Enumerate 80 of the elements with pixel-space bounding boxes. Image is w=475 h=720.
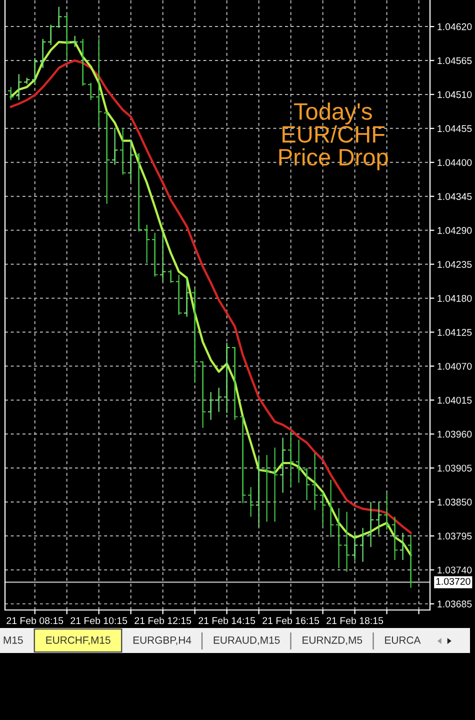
y-tick-label: 1.04455	[438, 125, 472, 132]
y-tick-label: 1.04400	[438, 159, 472, 166]
text: EURCHF,M15	[46, 636, 110, 646]
candlestick	[351, 532, 358, 561]
candlestick	[303, 467, 310, 501]
candlestick	[383, 492, 390, 530]
candlestick	[7, 86, 14, 101]
candlestick	[311, 452, 318, 511]
text: EURAUD,M15	[214, 636, 280, 646]
candlestick	[175, 274, 182, 316]
ref-line-label: 1.03720	[436, 578, 470, 585]
candlestick	[63, 14, 70, 60]
y-tick-label: 1.03960	[438, 430, 472, 438]
candlestick	[279, 437, 286, 494]
candlestick	[111, 127, 118, 166]
candlestick	[407, 534, 414, 588]
text: EURCA	[385, 636, 421, 644]
candlestick	[271, 447, 278, 522]
y-tick-label: 1.04620	[438, 23, 472, 30]
y-tick-label: 1.04180	[438, 294, 472, 302]
x-tick-label: 21 Feb 08:15	[6, 616, 64, 624]
candlestick	[55, 6, 62, 28]
text: EURNZD,M5	[302, 636, 362, 646]
candlestick	[167, 269, 174, 284]
candlestick	[199, 361, 206, 428]
candlestick	[119, 127, 126, 176]
candlestick	[327, 479, 334, 538]
candlestick	[239, 416, 246, 504]
candlestick	[47, 24, 54, 46]
x-tick-label: 21 Feb 12:15	[134, 616, 192, 624]
y-tick-label: 1.03795	[438, 532, 472, 540]
candlestick	[87, 82, 94, 101]
x-tick-label: 21 Feb 16:15	[262, 616, 320, 624]
candlestick	[31, 57, 38, 86]
y-tick-label: 1.03685	[438, 600, 472, 608]
y-tick-label: 1.04015	[438, 396, 472, 404]
x-tick-label: 21 Feb 10:15	[70, 616, 128, 624]
candlestick	[391, 516, 398, 561]
candlestick	[295, 439, 302, 484]
candlestick	[159, 232, 166, 282]
candlestick	[143, 224, 150, 264]
y-tick-label: 1.04125	[438, 328, 472, 336]
y-tick-label: 1.04510	[438, 91, 472, 98]
candlestick	[39, 38, 46, 68]
candlestick	[255, 456, 262, 528]
y-tick-label: 1.03905	[438, 464, 472, 472]
candlestick	[79, 38, 86, 86]
y-tick-label: 1.04565	[438, 57, 472, 64]
candlestick	[319, 492, 326, 528]
candlestick	[231, 346, 238, 420]
y-tick-label: 1.03850	[438, 498, 472, 506]
candlestick	[263, 454, 270, 522]
candlestick	[95, 38, 102, 128]
y-tick-label: 1.04290	[438, 227, 472, 234]
text: EURGBP,H4	[133, 636, 192, 646]
x-tick-label: 21 Feb 14:15	[198, 616, 256, 624]
text: Today's EUR/CHF Price Drop	[279, 102, 388, 170]
y-tick-label: 1.03740	[438, 566, 472, 574]
candlestick	[151, 232, 158, 278]
candlestick	[103, 111, 110, 204]
candlestick	[399, 532, 406, 561]
candlestick	[343, 511, 350, 572]
text: M15	[4, 636, 23, 644]
candlestick	[191, 288, 198, 384]
candlestick	[359, 527, 366, 562]
x-tick-label: 21 Feb 18:15	[326, 616, 384, 624]
candlestick	[367, 501, 374, 548]
candlestick	[183, 276, 190, 318]
candlestick	[287, 431, 294, 488]
candlestick	[135, 152, 142, 232]
candlestick	[247, 486, 254, 518]
candlestick	[207, 392, 214, 420]
candlestick	[335, 508, 342, 569]
candlestick	[127, 138, 134, 182]
candlestick	[15, 74, 22, 101]
candlestick	[375, 501, 382, 536]
y-tick-label: 1.04345	[438, 193, 472, 200]
y-tick-label: 1.04235	[438, 260, 472, 268]
candlestick	[223, 342, 230, 414]
y-tick-label: 1.04070	[438, 362, 472, 370]
